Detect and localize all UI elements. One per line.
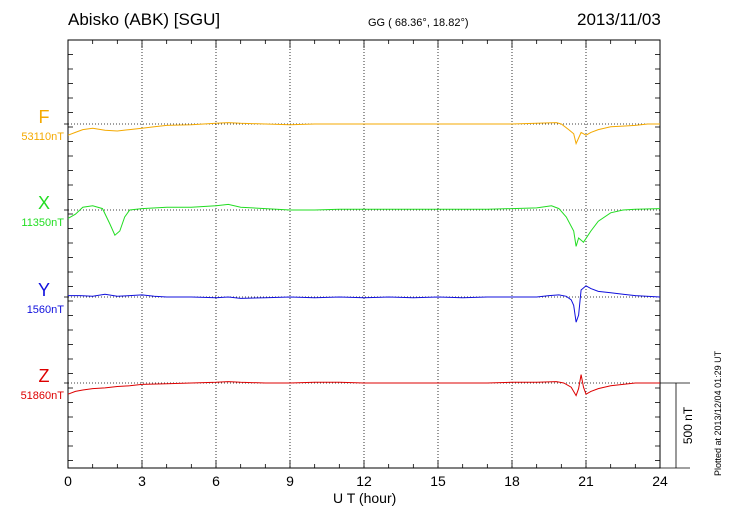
component-label-z: Z xyxy=(39,366,50,386)
x-tick-label: 3 xyxy=(138,473,146,489)
series-line-y xyxy=(68,285,661,323)
component-label-f: F xyxy=(39,107,50,127)
x-tick-label: 15 xyxy=(430,473,446,489)
component-label-y: Y xyxy=(38,280,50,300)
baseline-value-f: 53110nT xyxy=(21,131,64,143)
plotted-timestamp: Plotted at 2013/12/04 01:29 UT xyxy=(713,350,723,476)
baseline-value-x: 11350nT xyxy=(21,217,64,229)
geo-coordinates: GG ( 68.36°, 18.82°) xyxy=(368,17,469,29)
baseline-value-y: 1560nT xyxy=(27,304,65,316)
x-tick-label: 6 xyxy=(212,473,220,489)
series-line-x xyxy=(67,203,661,247)
series-line-z xyxy=(67,374,660,397)
x-tick-label: 12 xyxy=(356,473,372,489)
x-tick-label: 24 xyxy=(652,473,668,489)
series-line-f xyxy=(67,122,660,146)
x-tick-label: 9 xyxy=(286,473,294,489)
x-tick-label: 18 xyxy=(504,473,520,489)
x-tick-label: 21 xyxy=(578,473,594,489)
date-label: 2013/11/03 xyxy=(577,10,661,29)
component-label-x: X xyxy=(38,193,50,213)
x-tick-label: 0 xyxy=(64,473,72,489)
x-axis-label: U T (hour) xyxy=(333,490,397,506)
scale-bar-label: 500 nT xyxy=(681,406,695,444)
station-title: Abisko (ABK) [SGU] xyxy=(68,10,221,29)
baseline-value-z: 51860nT xyxy=(21,390,65,402)
